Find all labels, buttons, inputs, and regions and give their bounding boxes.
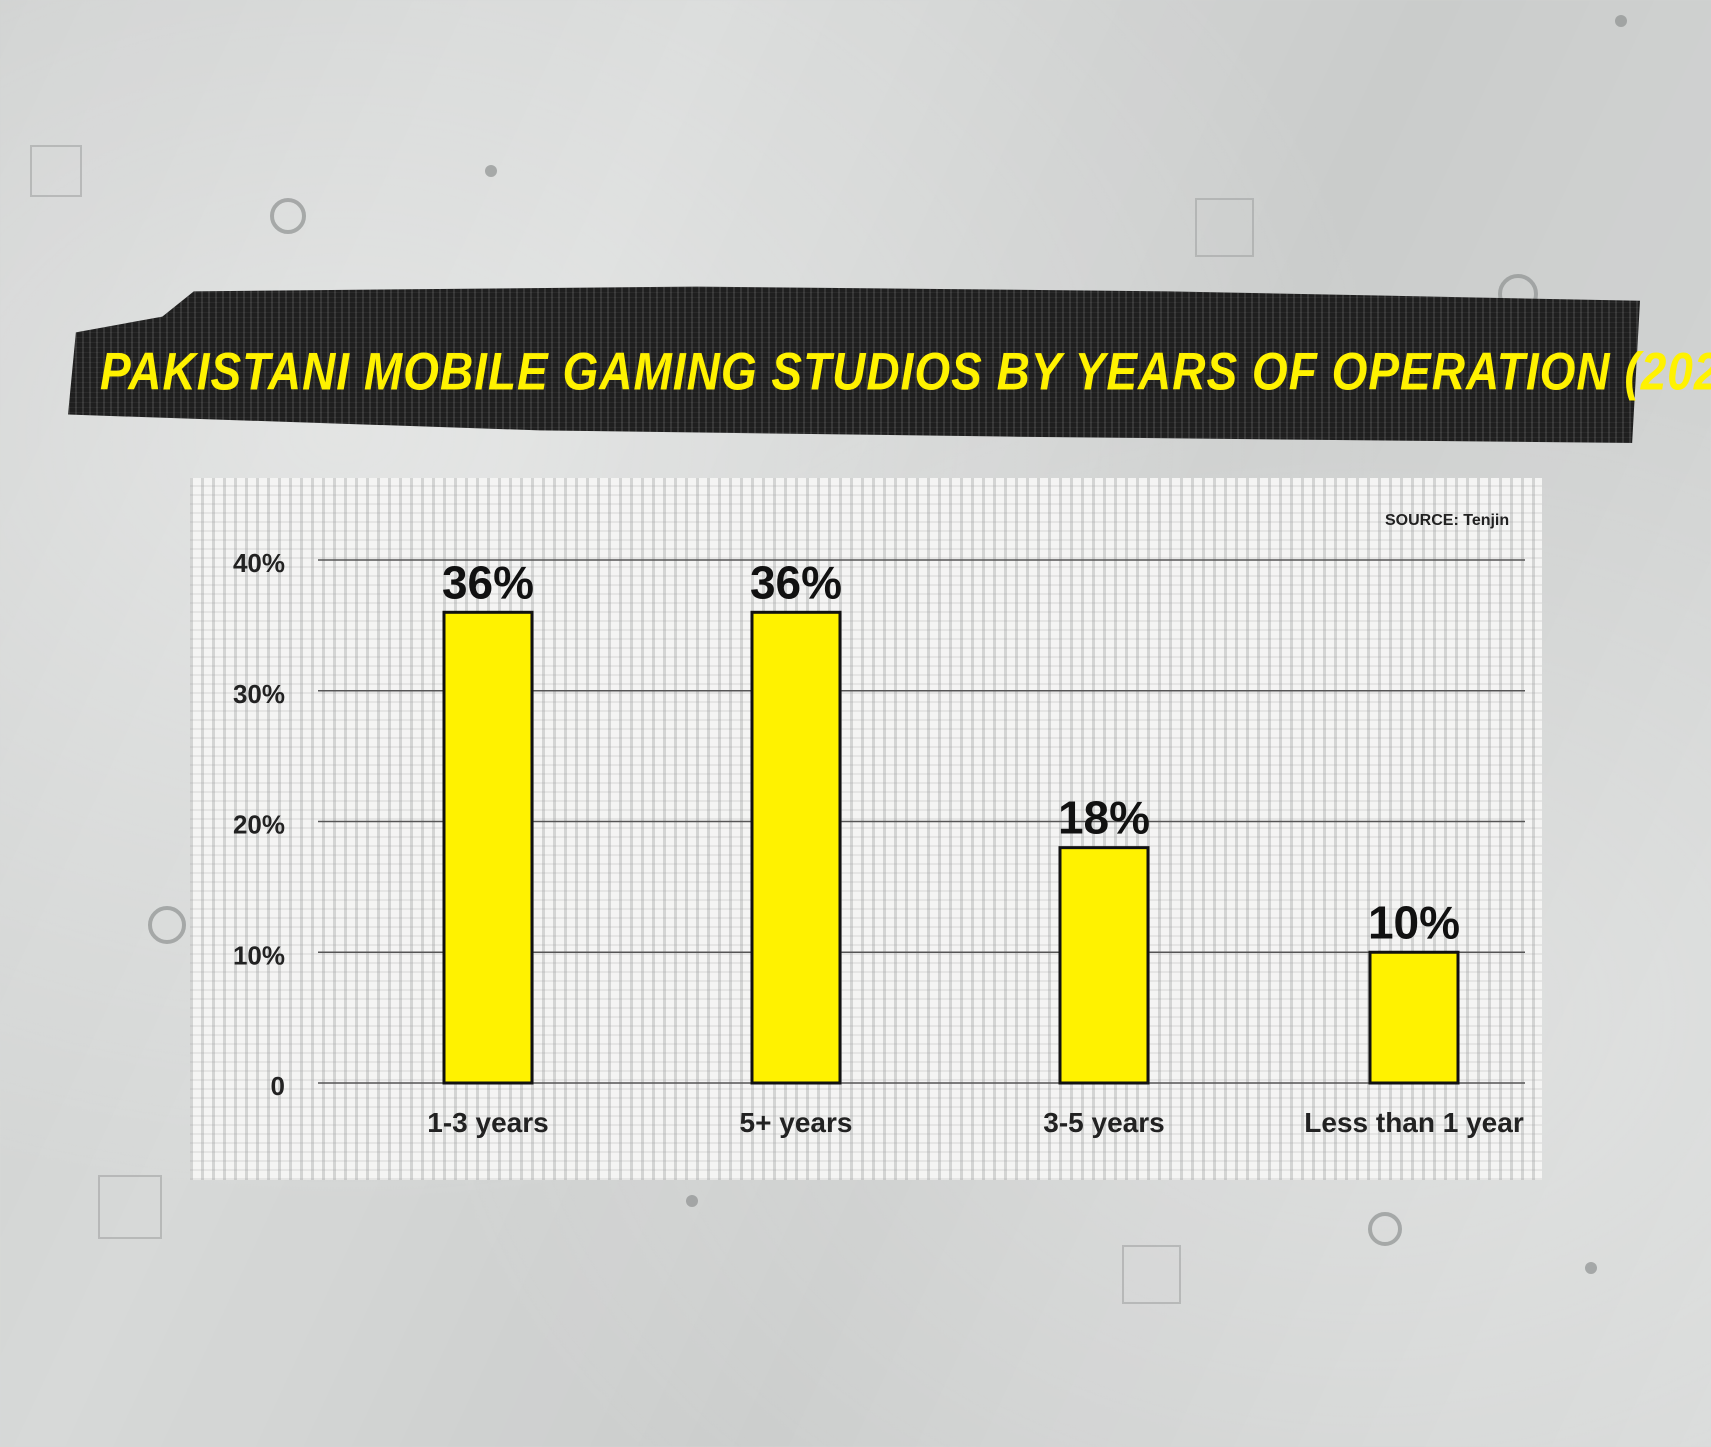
ring-decoration: [1368, 1212, 1402, 1246]
y-tick-label: 20%: [233, 810, 285, 840]
chart-title: PAKISTANI MOBILE GAMING STUDIOS BY YEARS…: [100, 341, 1711, 401]
dot-decoration: [485, 165, 497, 177]
bar-value-label: 36%: [750, 556, 842, 608]
y-tick-label: 10%: [233, 940, 285, 970]
x-tick-label: 5+ years: [740, 1107, 853, 1138]
bar-value-label: 18%: [1058, 792, 1150, 844]
dot-decoration: [686, 1195, 698, 1207]
bar: [442, 610, 534, 1085]
cube-decoration: [98, 1175, 162, 1239]
ring-decoration: [270, 198, 306, 234]
y-tick-label: 40%: [233, 548, 285, 578]
y-tick-label: 30%: [233, 679, 285, 709]
x-tick-label: 1-3 years: [427, 1107, 548, 1138]
cube-decoration: [30, 145, 82, 197]
ring-decoration: [148, 906, 186, 944]
bar-value-label: 36%: [442, 556, 534, 608]
title-tape: [68, 286, 1640, 443]
source-label: SOURCE: Tenjin: [1385, 512, 1510, 529]
cube-decoration: [1122, 1245, 1181, 1304]
y-tick-label: 0: [271, 1071, 285, 1101]
x-tick-label: Less than 1 year: [1304, 1107, 1524, 1138]
bar: [1058, 846, 1150, 1085]
chart-panel: [190, 478, 1542, 1180]
bar: [1368, 950, 1460, 1085]
x-tick-label: 3-5 years: [1043, 1107, 1164, 1138]
cube-decoration: [1195, 198, 1254, 257]
bar-value-label: 10%: [1368, 896, 1460, 948]
bar: [750, 610, 842, 1085]
dot-decoration: [1585, 1262, 1597, 1274]
dot-decoration: [1615, 15, 1627, 27]
